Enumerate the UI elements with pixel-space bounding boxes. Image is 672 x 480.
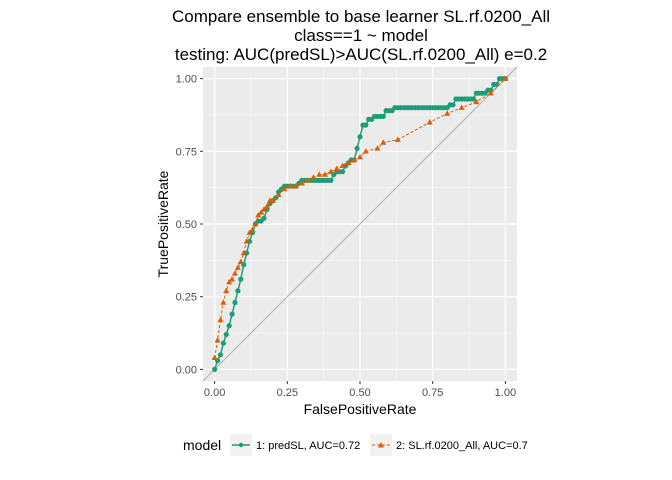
data-point	[362, 148, 369, 154]
x-tick-label: 0.75	[422, 387, 443, 399]
data-point	[238, 276, 244, 282]
data-point	[357, 134, 363, 140]
x-axis-title: FalsePositiveRate	[304, 401, 417, 417]
data-point	[237, 258, 244, 264]
data-point	[470, 96, 476, 102]
diagonal-reference-line	[202, 66, 518, 382]
series-1	[212, 76, 508, 372]
x-axis-ticks: 0.00 0.25 0.50 0.75 1.00	[204, 381, 516, 399]
data-point	[345, 159, 352, 166]
y-axis-title: TruePositiveRate	[155, 170, 171, 277]
title-line-1: Compare ensemble to base learner SL.rf.0…	[172, 7, 550, 26]
y-tick-label: 0.75	[176, 146, 197, 158]
data-point	[223, 287, 230, 294]
legend-key-1-marker	[238, 442, 244, 448]
series-line	[214, 78, 506, 358]
data-point	[211, 354, 218, 360]
chart-title: Compare ensemble to base learner SL.rf.0…	[172, 7, 550, 64]
data-point	[261, 206, 268, 212]
data-point	[212, 366, 218, 372]
y-tick-label: 0.50	[176, 219, 197, 231]
data-point	[394, 136, 401, 142]
data-point	[304, 177, 311, 183]
title-line-3: testing: AUC(predSL)>AUC(SL.rf.0200_All)…	[175, 45, 547, 64]
data-point	[252, 220, 259, 227]
data-point	[310, 174, 317, 180]
data-point	[249, 226, 256, 233]
data-point	[380, 139, 387, 145]
legend-key-2-marker	[378, 442, 384, 448]
legend-title: model	[183, 437, 221, 453]
data-point	[327, 168, 334, 174]
data-point	[494, 81, 500, 88]
data-point	[226, 278, 233, 285]
data-point	[258, 209, 265, 215]
data-point	[322, 171, 329, 177]
data-point	[354, 145, 360, 152]
title-line-2: class==1 ~ model	[294, 26, 428, 45]
x-tick-label: 1.00	[495, 387, 516, 399]
data-point	[261, 215, 267, 221]
data-point	[426, 119, 433, 125]
x-tick-label: 0.00	[204, 387, 225, 399]
series-2	[211, 75, 509, 360]
data-point	[235, 288, 241, 294]
data-point	[450, 102, 456, 108]
x-tick-label: 0.50	[349, 387, 370, 399]
data-point	[487, 89, 494, 96]
data-point	[458, 104, 465, 110]
y-axis-ticks: 0.00 0.25 0.50 0.75 1.00	[176, 74, 203, 376]
data-point	[234, 264, 241, 270]
data-point	[333, 165, 340, 171]
data-point	[275, 191, 282, 198]
data-point	[246, 229, 253, 235]
y-tick-label: 1.00	[176, 74, 197, 86]
data-point	[502, 75, 509, 81]
data-point	[363, 122, 369, 128]
data-point	[255, 212, 262, 218]
data-point	[217, 352, 224, 358]
data-point	[444, 110, 451, 116]
data-point	[220, 299, 227, 305]
data-point	[339, 169, 346, 175]
data-point	[220, 340, 226, 346]
legend-label-2: 2: SL.rf.0200_All, AUC=0.7	[396, 440, 528, 452]
x-tick-label: 0.25	[277, 387, 298, 399]
data-point	[223, 331, 229, 338]
data-point	[287, 183, 294, 189]
data-point	[328, 177, 334, 183]
data-point	[357, 153, 363, 160]
data-point	[214, 337, 221, 343]
data-point	[380, 113, 386, 120]
legend-label-1: 1: predSL, AUC=0.72	[256, 440, 360, 452]
data-point	[374, 145, 381, 151]
y-tick-label: 0.00	[176, 364, 197, 376]
data-point	[293, 183, 300, 189]
data-point	[231, 270, 238, 276]
series-layer	[211, 75, 509, 372]
data-point	[217, 316, 224, 323]
data-point	[229, 311, 235, 317]
legend: model 1: predSL, AUC=0.72 2: SL.rf.0200_…	[183, 434, 528, 456]
data-point	[339, 162, 346, 169]
data-point	[281, 185, 288, 192]
data-point	[263, 203, 270, 209]
data-point	[473, 98, 480, 105]
data-point	[232, 299, 238, 306]
data-point	[226, 323, 232, 329]
data-point	[240, 249, 247, 256]
data-point	[243, 238, 250, 244]
data-point	[269, 197, 276, 203]
y-tick-label: 0.25	[176, 292, 197, 304]
data-point	[298, 180, 305, 186]
data-point	[351, 156, 358, 163]
data-point	[229, 276, 236, 282]
data-point	[316, 171, 323, 177]
